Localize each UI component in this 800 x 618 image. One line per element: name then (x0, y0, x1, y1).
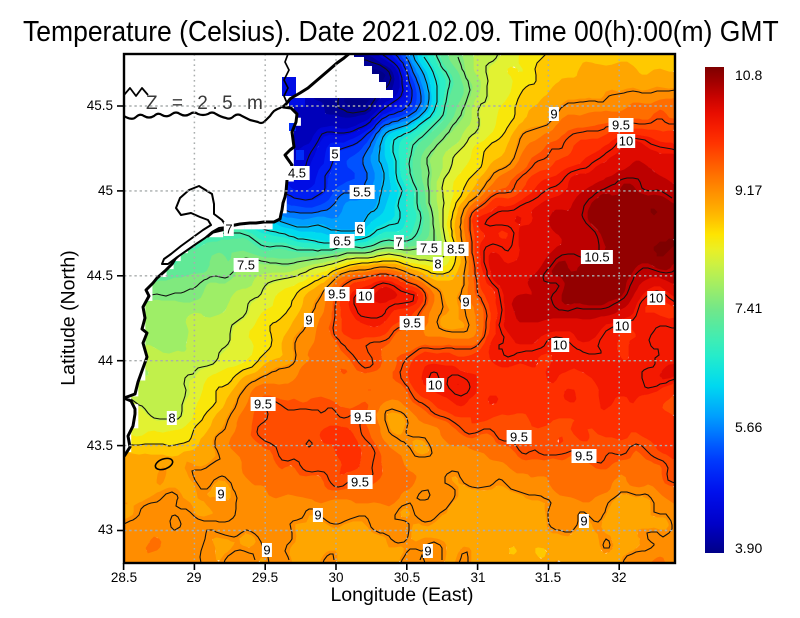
svg-text:8: 8 (434, 257, 441, 272)
svg-text:6: 6 (356, 222, 363, 237)
svg-text:9: 9 (305, 313, 312, 328)
svg-text:9.5: 9.5 (575, 449, 593, 464)
svg-text:10.5: 10.5 (584, 250, 609, 265)
svg-text:10: 10 (358, 289, 372, 304)
svg-text:9.5: 9.5 (254, 397, 272, 412)
svg-text:10: 10 (619, 134, 633, 149)
svg-text:9.5: 9.5 (403, 316, 421, 331)
svg-text:7: 7 (225, 222, 232, 237)
svg-text:9.5: 9.5 (510, 430, 528, 445)
svg-text:9: 9 (424, 544, 431, 559)
svg-text:10: 10 (428, 378, 442, 393)
svg-text:4.5: 4.5 (288, 166, 306, 181)
svg-text:6.5: 6.5 (333, 234, 351, 249)
svg-text:9: 9 (550, 107, 557, 122)
svg-text:10: 10 (615, 319, 629, 334)
svg-text:7: 7 (395, 235, 402, 250)
svg-text:10: 10 (649, 291, 663, 306)
svg-text:9: 9 (263, 543, 270, 558)
svg-text:9: 9 (580, 514, 587, 529)
svg-text:7.5: 7.5 (237, 258, 255, 273)
svg-text:9.5: 9.5 (328, 287, 346, 302)
svg-text:9.5: 9.5 (351, 475, 369, 490)
svg-text:10: 10 (553, 338, 567, 353)
svg-text:9: 9 (217, 487, 224, 502)
svg-text:7.5: 7.5 (420, 241, 438, 256)
svg-text:9: 9 (314, 508, 321, 523)
svg-text:9.5: 9.5 (354, 410, 372, 425)
svg-text:8.5: 8.5 (447, 242, 465, 257)
svg-text:8: 8 (168, 411, 175, 426)
svg-text:9.5: 9.5 (612, 118, 630, 133)
svg-text:5.5: 5.5 (353, 185, 371, 200)
svg-text:9: 9 (462, 295, 469, 310)
svg-text:5: 5 (331, 147, 338, 162)
